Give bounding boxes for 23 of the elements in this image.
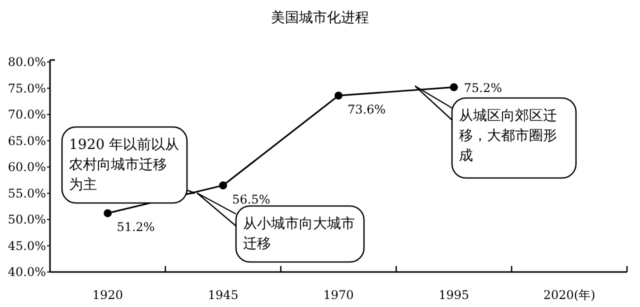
y-tick-label: 50.0% (8, 212, 46, 226)
x-tick-label: 1920 (92, 288, 123, 302)
y-tick-label: 40.0% (8, 265, 46, 279)
y-tick-label: 65.0% (8, 134, 46, 148)
y-tick-label: 45.0% (8, 238, 46, 253)
title: 美国城市化进程 (271, 10, 369, 26)
y-tick-label: 80.0% (8, 55, 46, 69)
x-tick-label: 1995 (438, 288, 470, 302)
x-tick-label: 1945 (208, 288, 238, 302)
y-tick-label: 70.0% (8, 108, 46, 122)
annotation: 从城区向郊区迁移，大都市圈形成 (459, 108, 557, 164)
data-label: 73.6% (348, 102, 386, 117)
x-tick-label: 2020(年) (543, 288, 596, 302)
y-tick-label: 60.0% (8, 160, 46, 174)
y-tick-label: 75.0% (8, 81, 46, 96)
y-tick-label: 55.0% (8, 186, 46, 200)
annotation: 1920 年以前以从农村向城市迁移为主 (69, 137, 180, 193)
annotation: 从小城市向大城市迁移 (243, 216, 355, 252)
data-label: 56.5% (232, 192, 270, 206)
callout: 1920 年以前以从农村向城市迁移为主 (61, 126, 196, 204)
x-tick-label: 1970 (323, 288, 354, 302)
data-label: 75.2% (464, 81, 502, 96)
data-label: 51.2% (116, 220, 155, 234)
